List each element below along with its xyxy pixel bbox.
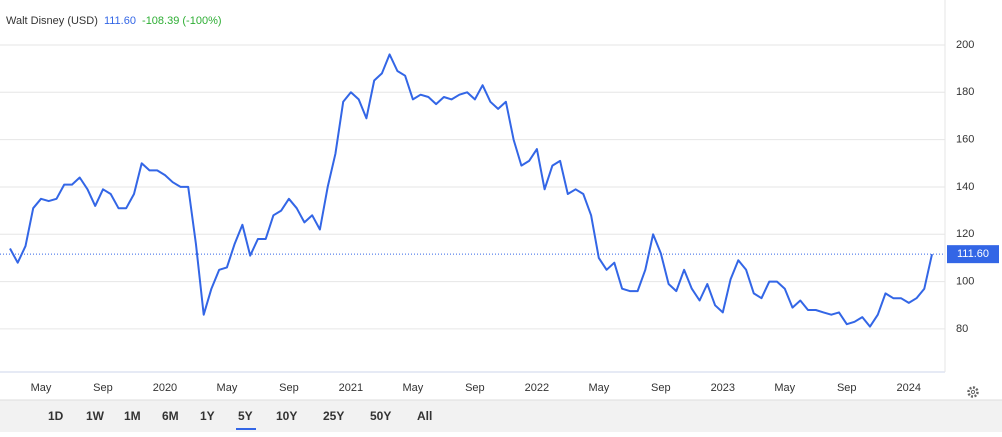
legend-header: Walt Disney (USD) 111.60 -108.39 (-100%) bbox=[6, 15, 222, 27]
y-tick-label: 80 bbox=[956, 323, 968, 335]
range-button[interactable]: All bbox=[417, 409, 432, 423]
y-tick-label: 200 bbox=[956, 39, 974, 51]
range-button[interactable]: 25Y bbox=[323, 409, 344, 423]
price-tag-label: 111.60 bbox=[957, 248, 989, 260]
gear-hole[interactable] bbox=[970, 389, 976, 395]
y-tick-label: 100 bbox=[956, 276, 974, 288]
gear[interactable] bbox=[967, 386, 979, 398]
price-tag bbox=[947, 245, 999, 264]
price-change: -108.39 (-100%) bbox=[142, 15, 222, 27]
x-tick-label: Sep bbox=[651, 382, 671, 394]
x-tick-label: 2022 bbox=[525, 382, 549, 394]
x-tick-label: May bbox=[31, 382, 52, 394]
x-tick-label: 2023 bbox=[711, 382, 735, 394]
x-tick-label: Sep bbox=[465, 382, 485, 394]
x-tick-label: 2020 bbox=[153, 382, 177, 394]
range-button[interactable]: 5Y bbox=[238, 409, 253, 423]
range-button[interactable]: 1M bbox=[124, 409, 141, 423]
range-button[interactable]: 1D bbox=[48, 409, 64, 423]
y-tick-label: 140 bbox=[956, 181, 974, 193]
y-tick-label: 120 bbox=[956, 228, 974, 240]
range-bar bbox=[0, 400, 1002, 432]
x-tick-label: 2021 bbox=[339, 382, 363, 394]
x-tick-label: Sep bbox=[837, 382, 857, 394]
x-tick-label: Sep bbox=[93, 382, 113, 394]
x-tick-label: May bbox=[217, 382, 238, 394]
x-tick-label: May bbox=[588, 382, 609, 394]
y-tick-label: 180 bbox=[956, 86, 974, 98]
range-button[interactable]: 6M bbox=[162, 409, 179, 423]
x-tick-label: 2024 bbox=[897, 382, 921, 394]
settings-icon[interactable] bbox=[967, 386, 979, 398]
price-line bbox=[9, 53, 933, 328]
range-button[interactable]: 10Y bbox=[276, 409, 297, 423]
x-tick-label: May bbox=[403, 382, 424, 394]
range-button[interactable]: 1W bbox=[86, 409, 105, 423]
chart-title: Walt Disney (USD) bbox=[6, 15, 98, 27]
y-tick-label: 160 bbox=[956, 134, 974, 146]
last-price: 111.60 bbox=[104, 15, 136, 27]
x-tick-label: May bbox=[774, 382, 795, 394]
range-button[interactable]: 50Y bbox=[370, 409, 391, 423]
x-tick-label: Sep bbox=[279, 382, 299, 394]
range-button[interactable]: 1Y bbox=[200, 409, 215, 423]
